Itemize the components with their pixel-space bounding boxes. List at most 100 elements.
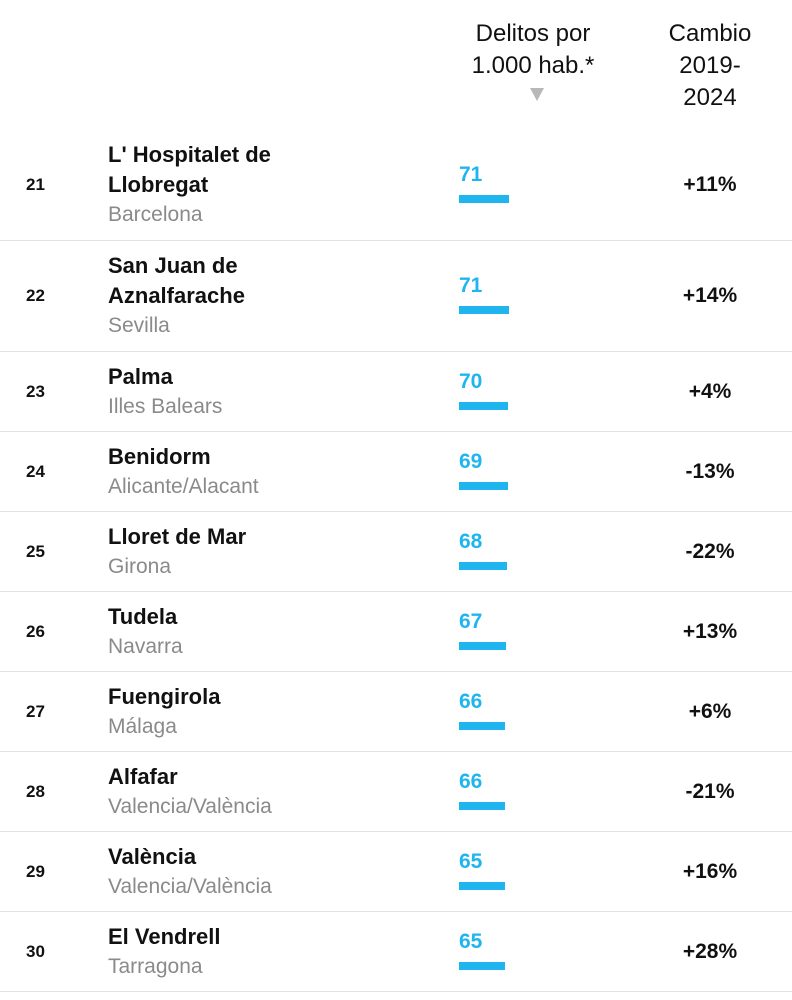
- row-rank: 26: [26, 621, 45, 641]
- row-value-label: 65: [459, 849, 483, 873]
- row-city-name: L' Hospitalet de: [108, 142, 271, 167]
- row-city-name: Aznalfarache: [108, 283, 245, 308]
- column-header-cambio-line1: Cambio: [668, 20, 752, 47]
- row-value-cell: 69: [459, 450, 579, 494]
- row-change: -21%: [685, 779, 735, 803]
- row-value-bar: [459, 721, 505, 730]
- table-row: 26 Tudela Navarra 67 +13%: [0, 592, 792, 672]
- row-change: +4%: [688, 379, 732, 403]
- row-rank: 28: [26, 781, 45, 801]
- row-rank: 24: [26, 461, 45, 481]
- row-province: Alicante/Alacant: [108, 474, 259, 498]
- row-value-label: 68: [459, 529, 483, 553]
- table-row: 24 Benidorm Alicante/Alacant 69 -13%: [0, 432, 792, 512]
- row-city-name: Llobregat: [108, 172, 209, 197]
- row-city-name: Benidorm: [108, 443, 211, 469]
- row-value-bar: [459, 481, 508, 490]
- row-name-block: El Vendrell Tarragona: [108, 922, 221, 982]
- row-value-bar: [459, 195, 509, 203]
- table-body: 21 L' Hospitalet de Llobregat Barcelona 71 +1…: [0, 130, 792, 992]
- row-name-block: Fuengirola Málaga: [108, 682, 220, 742]
- row-province: Valencia/València: [108, 874, 272, 898]
- column-header-cambio-line2: 2019-: [679, 52, 741, 79]
- row-city-name: Alfafar: [108, 763, 178, 789]
- row-value-bar: [459, 306, 509, 314]
- row-value-cell: 68: [459, 530, 579, 574]
- row-city-name: Lloret de Mar: [108, 523, 247, 549]
- row-city-name: Palma: [108, 363, 173, 389]
- table-row: 25 Lloret de Mar Girona 68 -22%: [0, 512, 792, 592]
- row-province: Barcelona: [108, 203, 203, 226]
- column-header-delitos-line1: Delitos por: [475, 20, 591, 47]
- row-province: Málaga: [108, 714, 177, 738]
- row-value-bar: [459, 801, 505, 810]
- row-value-label: 67: [459, 609, 483, 633]
- row-name-block: Tudela Navarra: [108, 602, 183, 662]
- row-value-label: 70: [459, 369, 483, 393]
- row-value-label: 66: [459, 769, 483, 793]
- table-row: 28 Alfafar Valencia/València 66 -21%: [0, 752, 792, 832]
- row-value-bar: [459, 641, 506, 650]
- sort-descending-icon[interactable]: [530, 88, 544, 101]
- row-value-bar: [459, 561, 507, 570]
- table-row: 23 Palma Illes Balears 70 +4%: [0, 352, 792, 432]
- row-city-name: València: [108, 843, 197, 869]
- row-rank: 27: [26, 701, 45, 721]
- row-rank: 25: [26, 541, 45, 561]
- row-rank: 30: [26, 941, 45, 961]
- table-row: 22 San Juan de Aznalfarache Sevilla 71 +14%: [0, 241, 792, 352]
- row-value-bar: [459, 881, 505, 890]
- row-name-block: Palma Illes Balears: [108, 362, 222, 422]
- row-value-bar: [459, 961, 505, 970]
- column-header-cambio[interactable]: Cambio 2019- 2024: [645, 18, 775, 114]
- row-value-cell: 65: [459, 930, 579, 974]
- table-header: Delitos por 1.000 hab.* Cambio 2019- 202…: [0, 0, 792, 130]
- row-rank: 23: [26, 381, 45, 401]
- table-row: 30 El Vendrell Tarragona 65 +28%: [0, 912, 792, 992]
- row-value-label: 71: [459, 163, 483, 186]
- row-change: +13%: [682, 619, 738, 643]
- row-city-name: Tudela: [108, 603, 178, 629]
- row-value-cell: 70: [459, 370, 579, 414]
- row-value-label: 71: [459, 274, 483, 297]
- row-name-block: Alfafar Valencia/València: [108, 762, 272, 822]
- row-value-label: 66: [459, 689, 483, 713]
- row-name-block: Benidorm Alicante/Alacant: [108, 442, 259, 502]
- row-rank: 22: [26, 286, 45, 305]
- row-province: Sevilla: [108, 314, 170, 337]
- row-change: +6%: [688, 699, 732, 723]
- row-value-cell: 67: [459, 610, 579, 654]
- row-rank: 21: [26, 175, 45, 194]
- row-name-block: Lloret de Mar Girona: [108, 522, 246, 582]
- table-row: 27 Fuengirola Málaga 66 +6%: [0, 672, 792, 752]
- row-province: Navarra: [108, 634, 183, 658]
- row-change: +16%: [682, 859, 738, 883]
- row-value-cell: 71: [459, 163, 579, 207]
- row-change: -13%: [685, 459, 735, 483]
- row-value-bar: [459, 401, 508, 410]
- row-name-block: València Valencia/València: [108, 842, 272, 902]
- row-name-block: L' Hospitalet de Llobregat Barcelona: [108, 140, 271, 230]
- table-row: 29 València Valencia/València 65 +16%: [0, 832, 792, 912]
- row-change: +14%: [682, 284, 738, 307]
- row-province: Illes Balears: [108, 394, 223, 418]
- row-rank: 29: [26, 861, 45, 881]
- row-value-cell: 66: [459, 690, 579, 734]
- row-value-label: 69: [459, 449, 483, 473]
- row-province: Valencia/València: [108, 794, 272, 818]
- row-city-name: El Vendrell: [108, 923, 221, 949]
- row-city-name: San Juan de: [108, 253, 238, 278]
- row-value-cell: 65: [459, 850, 579, 894]
- row-change: +28%: [682, 939, 738, 963]
- row-value-cell: 71: [459, 274, 579, 318]
- column-header-delitos-line2: 1.000 hab.*: [471, 52, 595, 79]
- column-header-delitos[interactable]: Delitos por 1.000 hab.*: [448, 18, 618, 82]
- row-city-name: Fuengirola: [108, 683, 221, 709]
- row-province: Girona: [108, 554, 172, 578]
- table-row: 21 L' Hospitalet de Llobregat Barcelona 71 +1…: [0, 130, 792, 241]
- row-change: +11%: [683, 173, 737, 196]
- row-value-cell: 66: [459, 770, 579, 814]
- row-value-label: 65: [459, 929, 483, 953]
- column-header-cambio-line3: 2024: [683, 84, 737, 111]
